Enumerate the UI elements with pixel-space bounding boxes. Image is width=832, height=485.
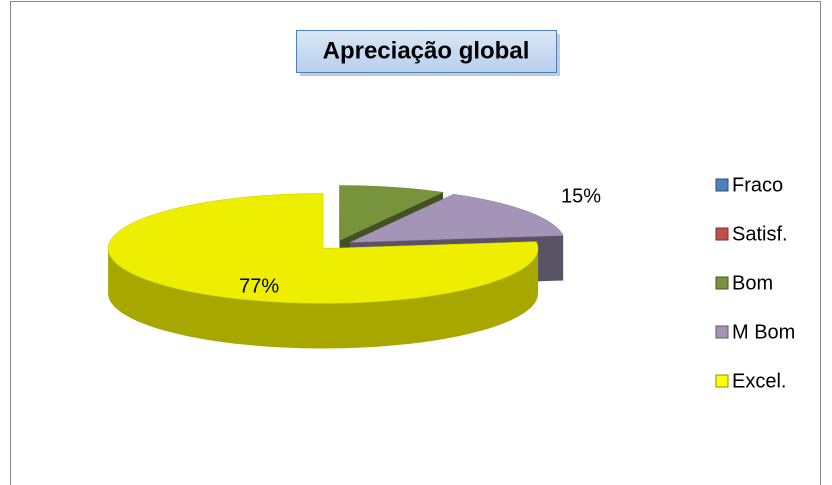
slice <box>339 185 444 241</box>
pie: 15% 77% <box>107 185 601 349</box>
slice <box>349 193 564 243</box>
title-box <box>296 30 557 73</box>
legend-label: Satisf. <box>732 223 788 245</box>
slice <box>107 193 539 304</box>
legend-label: Fraco <box>732 174 783 196</box>
legend-swatch <box>715 276 729 290</box>
slice-side <box>108 248 539 349</box>
legend: Fraco Satisf. Bom M Bom Excel. <box>715 174 795 392</box>
legend-swatch <box>715 227 729 241</box>
data-label: 77% <box>239 275 279 297</box>
legend-label: M Bom <box>732 321 795 343</box>
legend-swatch <box>715 178 729 192</box>
legend-label: Excel. <box>732 370 786 392</box>
data-label: 15% <box>561 186 601 208</box>
legend-swatch <box>715 374 729 388</box>
legend-swatch <box>715 325 729 339</box>
legend-label: Bom <box>732 272 773 294</box>
chart-title: Apreciação global <box>323 37 530 64</box>
